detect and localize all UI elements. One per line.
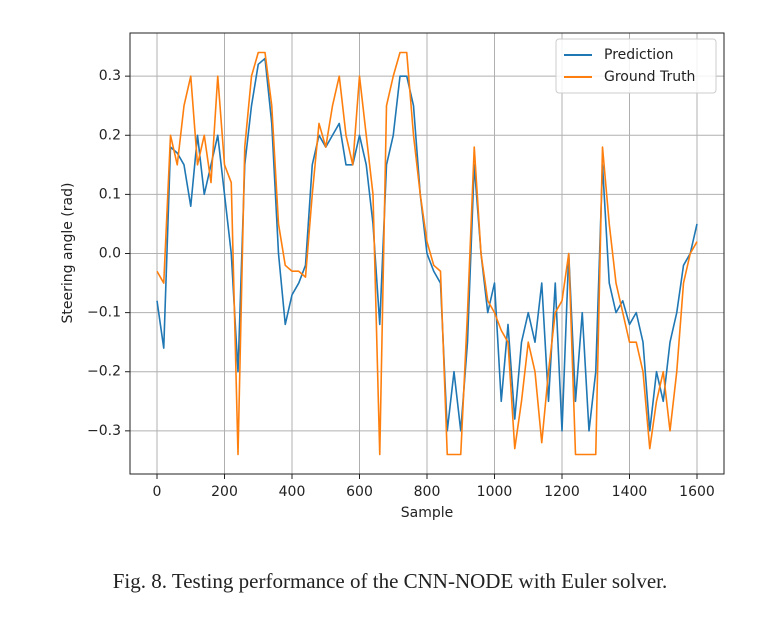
- x-axis-label: Sample: [401, 505, 454, 521]
- y-tick-label: 0.1: [99, 186, 121, 202]
- x-tick-label: 1400: [612, 484, 648, 500]
- x-tick-label: 1200: [544, 484, 580, 500]
- y-tick-label: 0.2: [99, 127, 121, 143]
- legend-label: Prediction: [604, 47, 674, 63]
- legend-box: [555, 38, 717, 94]
- x-tick-label: 1600: [679, 484, 715, 500]
- y-tick-label: −0.1: [87, 305, 121, 321]
- y-tick-label: 0.3: [99, 68, 121, 84]
- caption: Fig. 8. Testing performance of the CNN-N…: [113, 569, 668, 593]
- plot-frame: [129, 32, 725, 475]
- y-tick-label: −0.2: [87, 364, 121, 380]
- y-tick-label: 0.0: [99, 246, 121, 262]
- x-tick-label: 1000: [477, 484, 513, 500]
- x-tick-label: 800: [414, 484, 441, 500]
- x-tick-label: 600: [346, 484, 373, 500]
- series-line: [156, 51, 698, 456]
- y-axis-label: Steering angle (rad): [60, 183, 76, 324]
- series-line: [156, 57, 698, 432]
- x-tick-label: 200: [211, 484, 238, 500]
- x-tick-label: 400: [279, 484, 306, 500]
- y-tick-label: −0.3: [87, 423, 121, 439]
- x-tick-label: 0: [153, 484, 162, 500]
- legend-label: Ground Truth: [604, 69, 695, 85]
